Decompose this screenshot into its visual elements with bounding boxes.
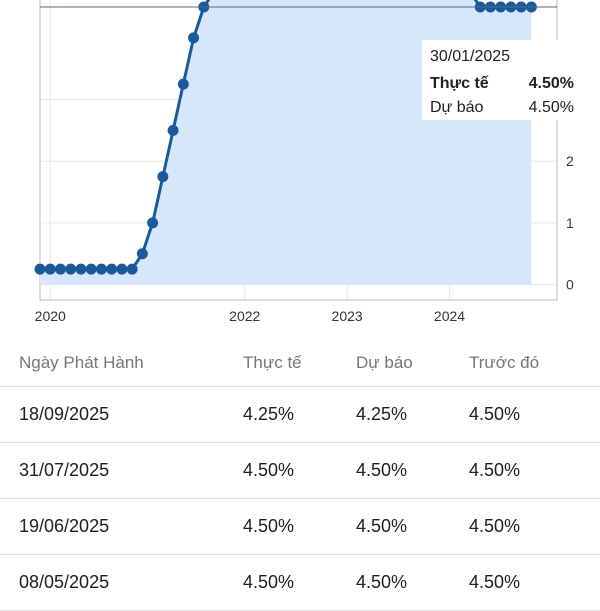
tooltip-date: 30/01/2025 [430,48,511,65]
cell-forecast: 4.25% [356,404,408,424]
data-point [157,171,169,183]
cell-actual: 4.50% [243,516,295,536]
data-point [106,263,118,275]
cell-actual: 4.50% [243,572,295,592]
table-row[interactable]: 08/05/2025 4.50% 4.50% 4.50% [0,555,600,611]
x-tick-label: 2024 [434,308,465,324]
cell-previous: 4.50% [469,460,521,480]
cell-previous: 4.50% [469,516,521,536]
data-point [126,263,138,275]
cell-previous: 4.50% [469,404,521,424]
data-point [75,263,87,275]
area-fill [40,0,532,285]
header-forecast: Dự báo [356,353,413,372]
y-tick-label: 1 [566,215,574,231]
cell-forecast: 4.50% [356,460,408,480]
tooltip-actual-row: Thực tế 4.50% [430,72,574,96]
cell-date: 19/06/2025 [19,516,110,536]
header-release-date: Ngày Phát Hành [19,353,144,372]
table-row[interactable]: 19/06/2025 4.50% 4.50% 4.50% [0,499,600,555]
x-tick-label: 2022 [229,308,260,324]
data-point [116,263,128,275]
cell-date: 18/09/2025 [19,404,110,424]
data-point [34,263,46,275]
data-point [177,78,189,90]
cell-previous: 4.50% [469,572,521,592]
data-point [147,217,159,229]
tooltip-actual-value: 4.50% [528,75,574,92]
x-tick-label: 2020 [35,308,66,324]
tooltip-actual-label: Thực tế [430,75,489,92]
cell-actual: 4.50% [243,460,295,480]
data-point [65,263,77,275]
table-row[interactable]: 31/07/2025 4.50% 4.50% 4.50% [0,443,600,499]
data-point [136,248,148,260]
header-actual: Thực tế [243,353,302,372]
header-previous: Trước đó [469,353,540,372]
data-point [167,124,179,136]
cell-actual: 4.25% [243,404,295,424]
cell-forecast: 4.50% [356,572,408,592]
chart-svg[interactable]: 012352020202220232024 [0,0,600,340]
cell-forecast: 4.50% [356,516,408,536]
cell-date: 31/07/2025 [19,460,110,480]
tooltip-forecast-row: Dự báo 4.50% [430,96,574,120]
data-point [85,263,97,275]
data-point [95,263,107,275]
data-point [44,263,56,275]
table-row[interactable]: 18/09/2025 4.25% 4.25% 4.50% [0,387,600,443]
cell-date: 08/05/2025 [19,572,110,592]
table-header: Ngày Phát Hành Thực tế Dự báo Trước đó [0,340,600,387]
x-tick-label: 2023 [332,308,363,324]
y-tick-label: 0 [566,277,574,293]
tooltip-forecast-value: 4.50% [528,99,574,116]
interest-rate-chart[interactable]: 012352020202220232024 30/01/2025 Thực tế… [0,0,600,340]
chart-tooltip: 30/01/2025 Thực tế 4.50% Dự báo 4.50% [422,40,582,120]
release-history-table: Ngày Phát Hành Thực tế Dự báo Trước đó 1… [0,340,600,611]
y-tick-label: 2 [566,153,574,169]
data-point [54,263,66,275]
tooltip-forecast-label: Dự báo [430,99,484,116]
data-point [188,32,200,44]
